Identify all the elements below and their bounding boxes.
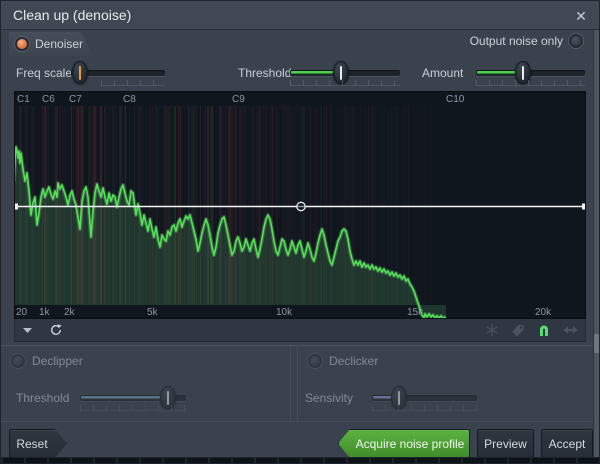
note-label-C6: C6 [42, 94, 55, 105]
title-bar[interactable]: Clean up (denoise) ✕ [1, 1, 599, 30]
threshold-ticks [290, 80, 400, 86]
denoiser-tab-label: Denoiser [35, 37, 84, 51]
freq-scale-slider-track[interactable] [71, 61, 165, 84]
refresh-icon[interactable] [47, 322, 65, 338]
declipper-title: Declipper [32, 354, 83, 368]
freq-label-20k: 20k [535, 307, 552, 318]
declicker-sensivity-label: Sensivity [305, 391, 354, 405]
amount-control: Amount [422, 61, 585, 91]
declicker-led[interactable] [308, 354, 322, 368]
window-title: Clean up (denoise) [13, 7, 132, 23]
declipper-ticks [80, 405, 186, 411]
tab-row: Denoiser Output noise only [1, 31, 593, 57]
output-noise-only-led[interactable] [569, 34, 583, 48]
declipper-threshold-slider-thumb[interactable] [159, 386, 176, 409]
preview-button[interactable]: Preview [477, 429, 534, 458]
freq-label-15k: 15k [407, 307, 424, 318]
close-icon[interactable]: ✕ [575, 8, 587, 24]
freq-scale-label: Freq scale [16, 66, 73, 80]
note-label-C8: C8 [123, 94, 136, 105]
output-noise-only-toggle[interactable]: Output noise only [470, 34, 583, 48]
accept-button[interactable]: Accept [541, 429, 593, 458]
lower-panels: Declipper Threshold Declicker [1, 345, 593, 422]
threshold-control: Threshold [238, 61, 400, 91]
declicker-ticks [372, 405, 477, 411]
declicker-sensivity-slider-track[interactable] [372, 386, 477, 409]
amount-slider-track[interactable] [476, 61, 585, 84]
freq-scale-control: Freq scale [16, 61, 176, 91]
threshold-handle-left [15, 203, 18, 210]
note-label-C9: C9 [232, 94, 245, 105]
amount-ticks [476, 80, 585, 86]
declipper-threshold-control: Threshold [16, 386, 276, 416]
declicker-panel: Declicker Sensivity [297, 346, 593, 422]
note-label-C10: C10 [446, 94, 465, 105]
declicker-sensivity-slider-thumb[interactable] [391, 386, 408, 409]
tag-icon[interactable] [509, 322, 527, 338]
declipper-threshold-slider-track[interactable] [80, 386, 186, 409]
reset-button[interactable]: Reset [9, 429, 67, 458]
declicker-sensivity-control: Sensivity [305, 386, 565, 416]
freq-label-10k: 10k [276, 307, 293, 318]
amount-slider-thumb[interactable] [514, 61, 531, 84]
declipper-led[interactable] [11, 354, 25, 368]
footer-bar: Reset Acquire noise profile Preview Acce… [1, 421, 593, 458]
output-noise-only-label: Output noise only [469, 34, 563, 48]
h-arrows-icon[interactable] [561, 322, 579, 338]
background-waveform-strip [1, 457, 599, 463]
threshold-slider-track[interactable] [290, 61, 400, 84]
right-edge-scroll-thumb[interactable] [594, 334, 599, 353]
threshold-handle-right [582, 203, 585, 210]
declipper-panel: Declipper Threshold [1, 346, 291, 422]
spectrum-display[interactable]: C1 C6 C7 C8 C9 C10 20 1k 2k 5k 10k 15k 20k [14, 91, 586, 319]
freq-label-20: 20 [16, 307, 28, 318]
dropdown-caret-icon[interactable] [19, 322, 37, 338]
tab-denoiser[interactable]: Denoiser [9, 32, 93, 56]
acquire-noise-profile-button[interactable]: Acquire noise profile [338, 429, 470, 458]
freq-scale-ticks [101, 80, 165, 86]
freq-label-1k: 1k [39, 307, 51, 318]
note-label-C1: C1 [17, 94, 30, 105]
freq-scale-slider-thumb[interactable] [72, 61, 89, 84]
declicker-title: Declicker [329, 354, 379, 368]
snowflake-icon[interactable] [483, 322, 501, 338]
right-edge-strip [593, 30, 599, 457]
threshold-label: Threshold [238, 66, 292, 80]
declipper-threshold-label: Threshold [16, 391, 70, 405]
threshold-handle-center[interactable] [296, 201, 306, 212]
freq-label-2k: 2k [64, 307, 76, 318]
note-label-C7: C7 [69, 94, 82, 105]
amount-label: Amount [422, 66, 464, 80]
magnet-icon[interactable] [535, 322, 553, 338]
denoiser-led[interactable] [15, 37, 29, 51]
freq-label-5k: 5k [147, 307, 159, 318]
spectrum-toolbar [14, 319, 586, 342]
